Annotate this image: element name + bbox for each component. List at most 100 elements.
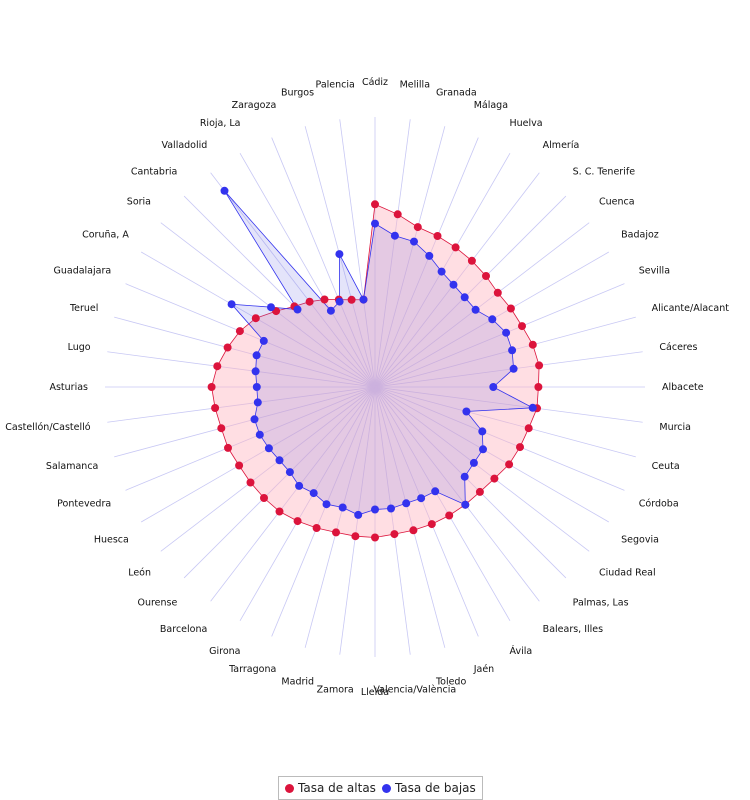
data-point-1[interactable] [460,293,469,302]
data-point-1[interactable] [354,510,363,519]
data-point-0[interactable] [393,210,402,219]
data-point-1[interactable] [252,383,261,391]
spoke [239,386,376,622]
data-point-0[interactable] [312,524,321,532]
data-point-1[interactable] [461,500,470,509]
data-point-0[interactable] [413,223,422,232]
data-point-1[interactable] [251,367,260,376]
data-point-0[interactable] [445,511,454,520]
data-point-0[interactable] [371,200,379,209]
data-point-1[interactable] [528,403,537,412]
data-point-0[interactable] [490,474,499,483]
category-label: Alicante/Alacant [652,303,730,314]
data-point-1[interactable] [509,364,518,373]
data-point-1[interactable] [390,231,399,240]
data-point-0[interactable] [320,295,329,304]
legend-item-altas[interactable]: Tasa de altas [285,781,376,795]
data-point-0[interactable] [235,461,244,470]
data-point-0[interactable] [528,340,537,349]
data-point-1[interactable] [253,398,262,407]
data-point-1[interactable] [469,458,478,467]
data-point-0[interactable] [390,530,399,539]
legend-item-bajas[interactable]: Tasa de bajas [381,781,476,795]
category-label: Asturias [49,382,88,393]
data-point-0[interactable] [332,528,340,537]
data-point-1[interactable] [371,219,379,228]
data-point-1[interactable] [410,237,418,246]
data-point-0[interactable] [534,383,543,391]
data-point-1[interactable] [402,499,411,508]
data-point-1[interactable] [417,494,426,503]
data-point-0[interactable] [223,343,232,352]
data-point-0[interactable] [524,424,533,433]
data-point-1[interactable] [252,351,261,360]
data-point-0[interactable] [351,532,360,541]
data-point-0[interactable] [347,295,356,304]
data-point-0[interactable] [505,460,514,469]
category-label: Jaén [473,664,495,675]
data-point-1[interactable] [293,305,302,314]
data-point-0[interactable] [433,232,442,240]
data-point-1[interactable] [255,430,264,439]
data-point-1[interactable] [285,468,294,477]
data-point-0[interactable] [409,526,418,535]
data-point-0[interactable] [451,243,460,252]
data-point-0[interactable] [260,494,268,502]
category-label: Pontevedra [57,499,111,510]
data-point-0[interactable] [235,327,244,336]
data-point-0[interactable] [217,424,226,433]
data-point-0[interactable] [293,517,302,526]
data-point-1[interactable] [387,504,395,513]
data-point-1[interactable] [508,346,517,355]
data-point-1[interactable] [471,305,480,314]
data-point-1[interactable] [371,505,379,514]
data-point-0[interactable] [305,297,314,306]
data-point-0[interactable] [516,443,524,452]
data-point-1[interactable] [431,487,440,496]
data-point-0[interactable] [506,304,515,313]
data-point-1[interactable] [488,315,497,324]
data-point-1[interactable] [359,295,368,304]
data-point-0[interactable] [213,362,222,371]
spoke [374,137,479,388]
data-point-0[interactable] [467,256,476,265]
category-label: Cáceres [659,342,697,353]
data-point-1[interactable] [275,456,284,465]
data-point-0[interactable] [211,404,220,412]
data-point-0[interactable] [427,520,436,529]
data-point-1[interactable] [462,407,471,416]
data-point-0[interactable] [224,443,232,452]
data-point-1[interactable] [322,500,331,509]
data-point-1[interactable] [449,280,458,289]
data-point-1[interactable] [338,503,347,512]
data-point-1[interactable] [437,267,446,276]
data-point-0[interactable] [246,478,255,487]
data-point-0[interactable] [207,383,216,391]
data-point-1[interactable] [309,489,318,498]
data-point-1[interactable] [250,415,259,424]
data-point-1[interactable] [479,445,487,454]
data-point-0[interactable] [275,507,284,516]
data-point-0[interactable] [251,314,260,323]
data-point-1[interactable] [335,250,344,259]
data-point-0[interactable] [493,288,502,297]
data-point-1[interactable] [326,306,335,315]
data-point-1[interactable] [267,303,275,312]
data-point-1[interactable] [489,383,498,391]
data-point-1[interactable] [478,427,487,436]
data-point-1[interactable] [220,186,229,195]
data-point-0[interactable] [482,272,490,280]
data-point-1[interactable] [502,328,511,337]
data-point-1[interactable] [460,472,469,481]
data-point-1[interactable] [259,336,268,345]
data-point-0[interactable] [371,533,379,542]
data-point-0[interactable] [535,361,544,370]
data-point-1[interactable] [425,251,434,260]
data-point-0[interactable] [518,322,526,331]
data-point-1[interactable] [335,297,344,306]
data-point-1[interactable] [227,300,236,309]
data-point-0[interactable] [475,487,484,496]
data-point-1[interactable] [295,481,304,490]
data-point-1[interactable] [264,444,273,453]
